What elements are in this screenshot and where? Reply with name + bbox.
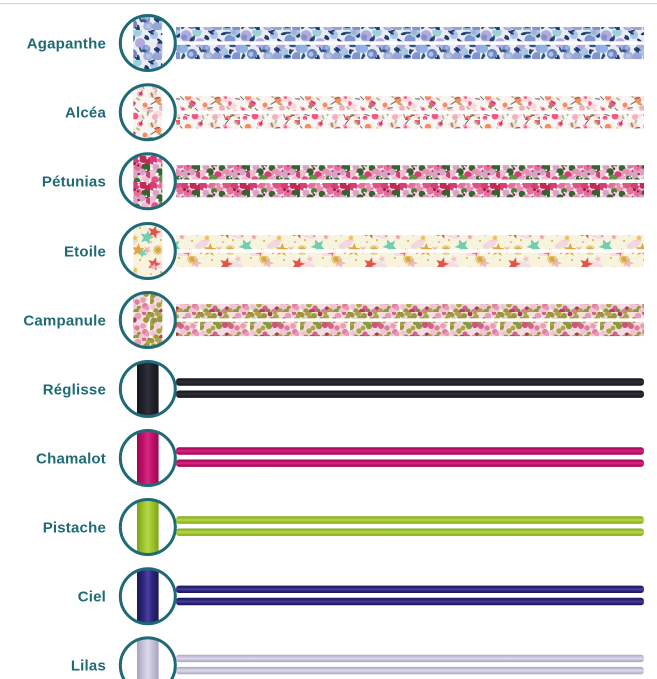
svg-text:Lilas: Lilas xyxy=(71,658,106,675)
svg-text:Campanule: Campanule xyxy=(23,312,106,329)
svg-text:Ciel: Ciel xyxy=(78,589,106,606)
svg-text:Agapanthe: Agapanthe xyxy=(27,35,106,52)
svg-text:Etoile: Etoile xyxy=(64,243,106,260)
svg-text:Pistache: Pistache xyxy=(43,519,106,536)
svg-text:Pétunias: Pétunias xyxy=(42,174,106,191)
svg-text:Réglisse: Réglisse xyxy=(43,381,106,398)
svg-text:Alcéa: Alcéa xyxy=(65,105,106,122)
svg-text:Chamalot: Chamalot xyxy=(36,450,106,467)
